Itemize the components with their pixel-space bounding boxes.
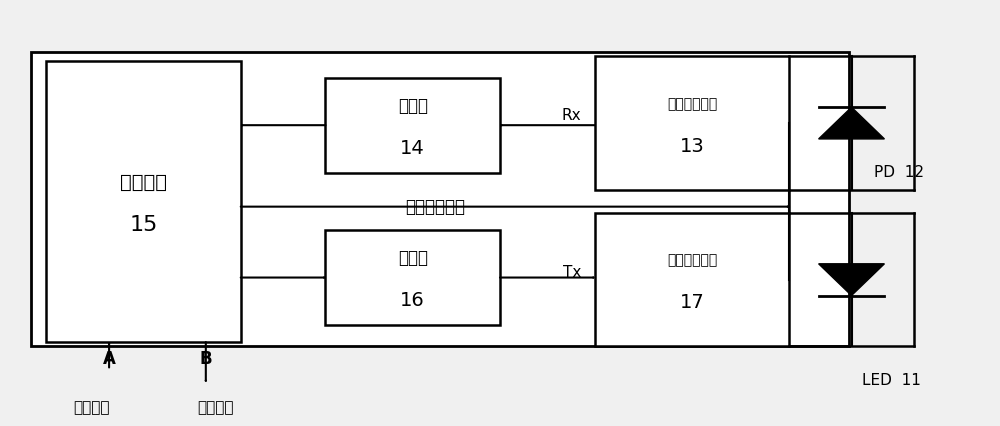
Text: 时分双工控制: 时分双工控制: [405, 198, 465, 216]
Polygon shape: [819, 264, 884, 296]
Text: 14: 14: [400, 139, 425, 158]
Text: LED  11: LED 11: [862, 373, 921, 388]
Text: 解调器: 解调器: [398, 97, 428, 115]
Text: 17: 17: [680, 294, 704, 312]
Bar: [325, 78, 500, 173]
Text: 16: 16: [400, 291, 425, 310]
Bar: [31, 52, 849, 346]
Text: A: A: [103, 350, 116, 368]
Bar: [595, 213, 789, 346]
Text: 13: 13: [680, 137, 704, 156]
Text: 可见光发射机: 可见光发射机: [667, 253, 717, 268]
Text: 调制器: 调制器: [398, 250, 428, 268]
Polygon shape: [819, 107, 884, 139]
Text: 接收数据: 接收数据: [73, 400, 109, 415]
Text: 15: 15: [129, 215, 158, 235]
Bar: [325, 230, 500, 325]
Text: 数字基带: 数字基带: [120, 173, 167, 192]
Text: 发送数据: 发送数据: [198, 400, 234, 415]
Text: PD  12: PD 12: [874, 165, 924, 180]
Bar: [595, 56, 789, 190]
Text: 可见光接收机: 可见光接收机: [667, 97, 717, 111]
Bar: [46, 60, 241, 342]
Text: B: B: [200, 350, 212, 368]
Text: Tx: Tx: [563, 265, 581, 280]
Text: Rx: Rx: [562, 108, 582, 123]
